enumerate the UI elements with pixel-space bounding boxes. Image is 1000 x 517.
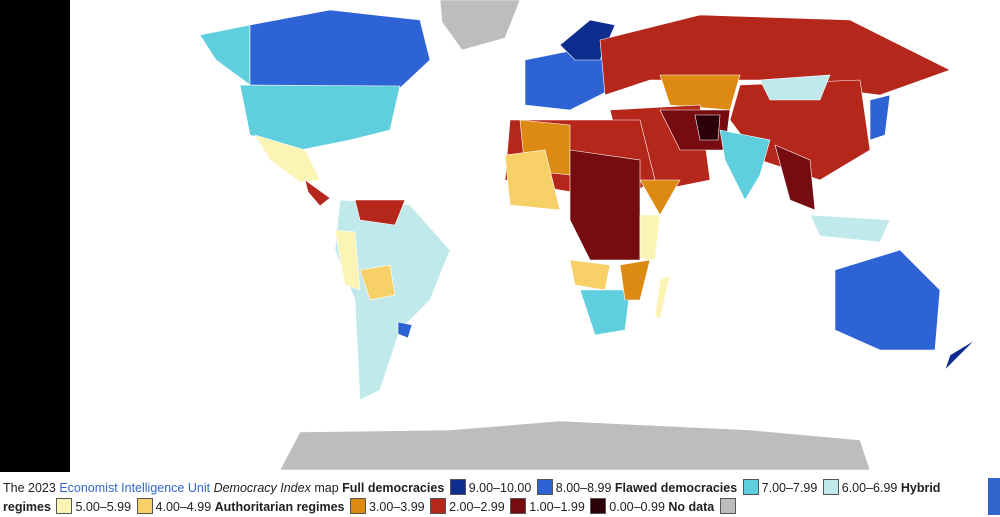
afghanistan xyxy=(694,114,721,141)
legend-swatch xyxy=(430,498,447,514)
legend-label: 7.00–7.99 xyxy=(761,481,818,495)
legend-swatch xyxy=(536,479,553,495)
legend-group: Full democracies xyxy=(342,481,445,495)
mozambique xyxy=(619,259,651,301)
legend-label: 1.00–1.99 xyxy=(529,500,585,514)
madagascar xyxy=(654,274,671,321)
india xyxy=(719,129,771,201)
legend-swatch xyxy=(719,498,736,514)
west-africa xyxy=(504,149,561,211)
canada xyxy=(249,9,431,89)
legend-group: Hybrid regimes xyxy=(3,481,941,514)
caption-suffix: map xyxy=(314,481,339,495)
uruguay xyxy=(397,321,413,339)
horn-of-africa xyxy=(639,179,681,216)
legend-swatch xyxy=(590,498,607,514)
legend-swatch xyxy=(822,479,839,495)
greenland xyxy=(439,0,521,51)
usa xyxy=(239,84,401,151)
dark-sidebar xyxy=(0,0,70,472)
legend-group: No data xyxy=(668,500,715,514)
legend-swatch xyxy=(742,479,759,495)
legend-swatch xyxy=(350,498,366,514)
legend-label: 6.00–6.99 xyxy=(841,481,898,495)
side-button[interactable] xyxy=(988,478,1000,515)
legend-label: 9.00–10.00 xyxy=(468,481,532,495)
mongolia xyxy=(759,74,831,101)
south-africa xyxy=(579,289,631,336)
legend-swatch xyxy=(136,498,153,514)
east-africa xyxy=(639,214,661,261)
legend-label: 0.00–0.99 xyxy=(609,500,665,514)
map-caption: The 2023 Economist Intelligence Unit Dem… xyxy=(3,479,948,517)
peru xyxy=(334,229,361,291)
southeast-asia xyxy=(774,144,816,211)
legend-label: 4.00–4.99 xyxy=(155,500,212,514)
angola xyxy=(569,259,611,291)
bolivia xyxy=(359,264,396,301)
australia xyxy=(834,249,941,351)
japan xyxy=(869,94,891,141)
legend-label: 2.00–2.99 xyxy=(449,500,505,514)
legend-label: 5.00–5.99 xyxy=(75,500,132,514)
new-zealand xyxy=(944,339,976,371)
antarctica xyxy=(279,420,871,471)
alaska xyxy=(199,24,251,86)
central-america xyxy=(304,179,331,207)
venezuela xyxy=(354,199,406,226)
central-africa xyxy=(569,149,641,261)
caption-link[interactable]: Economist Intelligence Unit xyxy=(59,481,211,495)
south-america xyxy=(334,199,451,401)
legend: Full democracies 9.00–10.00 8.00–8.99 Fl… xyxy=(3,479,941,514)
caption-title: Democracy Index xyxy=(213,481,311,495)
legend-swatch xyxy=(449,479,466,495)
legend-label: 8.00–8.99 xyxy=(555,481,612,495)
legend-swatch xyxy=(56,498,73,514)
legend-group: Authoritarian regimes xyxy=(214,500,345,514)
world-map xyxy=(199,0,976,471)
mexico xyxy=(254,134,321,183)
caption-prefix: The 2023 xyxy=(3,481,56,495)
legend-label: 3.00–3.99 xyxy=(369,500,425,514)
legend-swatch xyxy=(510,498,527,514)
indonesia xyxy=(809,214,891,243)
legend-group: Flawed democracies xyxy=(614,481,738,495)
